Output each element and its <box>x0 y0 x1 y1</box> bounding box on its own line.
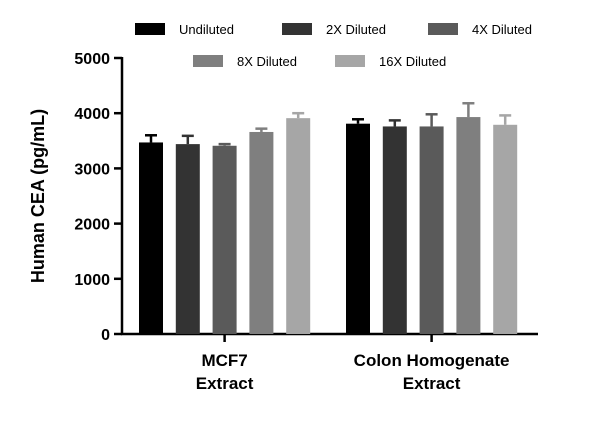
y-axis-label: Human CEA (pg/mL) <box>28 109 48 283</box>
legend: Undiluted 2X Diluted 4X Diluted 8X Diluted 1… <box>135 22 532 69</box>
legend-label: 16X Diluted <box>379 54 446 69</box>
y-tick-label: 3000 <box>74 161 110 178</box>
bar <box>139 142 163 334</box>
y-axis: 0 1000 2000 3000 4000 5000 <box>74 51 124 344</box>
y-tick-label: 2000 <box>74 217 110 234</box>
legend-swatch <box>428 23 458 35</box>
y-tick-label: 5000 <box>74 51 110 68</box>
legend-swatch <box>282 23 312 35</box>
bar <box>419 126 444 334</box>
bars <box>139 102 518 335</box>
bar <box>493 124 518 335</box>
y-tick-label: 0 <box>101 327 110 344</box>
legend-label: Undiluted <box>179 22 234 37</box>
x-category-label: MCF7 <box>201 351 247 370</box>
y-tick-label: 1000 <box>74 272 110 289</box>
x-category-label: Extract <box>403 374 461 393</box>
x-axis <box>121 332 538 342</box>
legend-swatch <box>193 55 223 67</box>
bar <box>346 123 370 334</box>
legend-label: 8X Diluted <box>237 54 297 69</box>
bar <box>249 131 274 334</box>
x-category-label: Extract <box>196 374 254 393</box>
legend-swatch <box>335 55 365 67</box>
x-category-label: Colon Homogenate <box>354 351 510 370</box>
bar <box>382 126 407 334</box>
bar <box>456 117 481 335</box>
legend-label: 4X Diluted <box>472 22 532 37</box>
legend-swatch <box>135 23 165 35</box>
legend-label: 2X Diluted <box>326 22 386 37</box>
bar <box>175 144 200 334</box>
bar <box>286 118 311 334</box>
y-tick-label: 4000 <box>74 106 110 123</box>
category-labels: MCF7 Extract Colon Homogenate Extract <box>196 351 510 393</box>
bar <box>212 145 237 334</box>
